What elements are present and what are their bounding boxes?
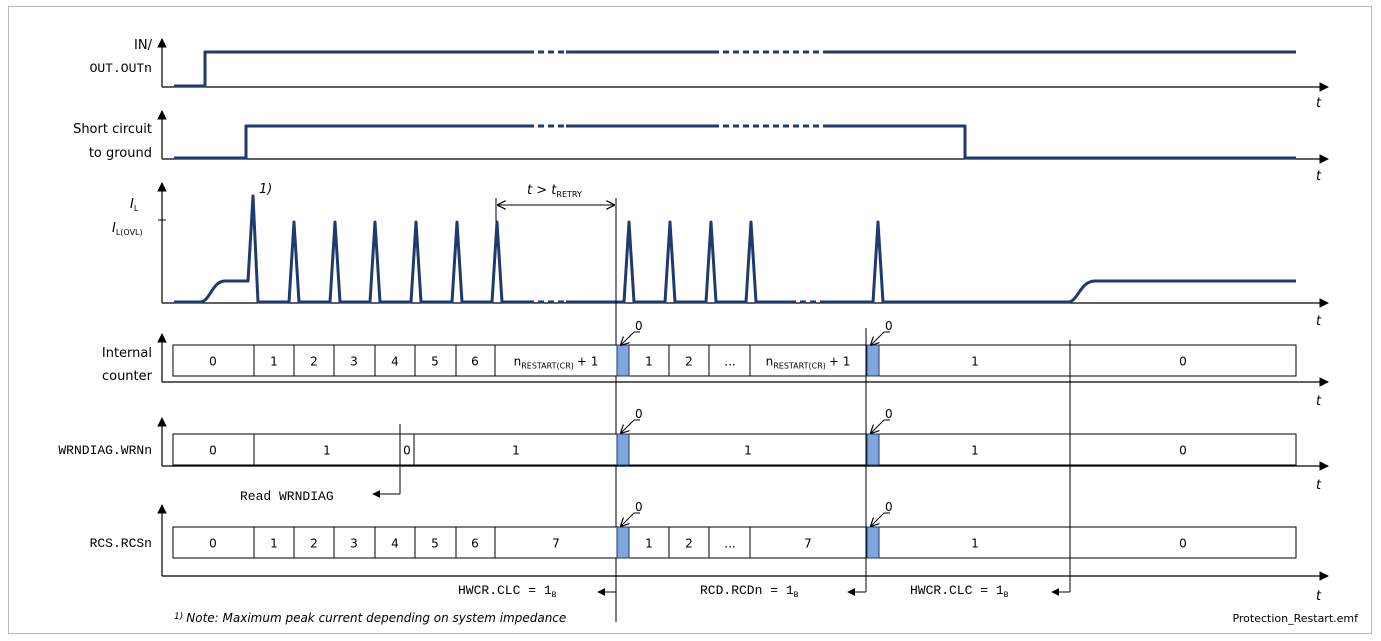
rcs-label: RCS.RCSn (90, 536, 152, 551)
read-wrndiag-label: Read WRNDIAG (240, 489, 334, 504)
cell-value: 0 (209, 537, 217, 551)
t-label: t (1316, 96, 1322, 111)
reset-arrow (621, 419, 635, 433)
diagram-frame (8, 6, 1372, 634)
cell-value: 6 (471, 537, 479, 551)
reset-arrow (871, 419, 885, 433)
rcs-values: 0 1 2 3 4 5 6 7 1 2... 7 1 0 (209, 537, 1187, 551)
reset-zero-label: 0 (635, 500, 643, 514)
short-label-2: to ground (89, 146, 152, 161)
reset-arrow (871, 331, 885, 345)
zero-markers: 0 0 0 0 0 0 (621, 319, 893, 526)
il-label: IL (130, 197, 139, 213)
counter-reset-marker-1 (616, 344, 630, 377)
in-out-label-2: OUT.OUTn (90, 61, 152, 76)
rcs-bar (172, 526, 1297, 559)
cell-value: 1 (270, 537, 278, 551)
cell-value: 2 (310, 355, 318, 369)
cell-value: ... (724, 355, 735, 369)
cell-value: 0 (1179, 444, 1187, 458)
cell-value: 0 (209, 355, 217, 369)
current-signal-3 (823, 220, 1296, 304)
cell-value: 3 (350, 355, 358, 369)
counter-values: 0 1 2 3 4 5 6 nRESTART(CR) + 1 1 2... nRESTART(CR) +… (209, 355, 1187, 371)
cell-value: 0 (1179, 537, 1187, 551)
wrn-reset-marker-1 (616, 433, 630, 466)
t-label: t (1316, 314, 1322, 329)
rcs-reset-marker-2 (866, 526, 880, 559)
cell-value: 0 (1179, 355, 1187, 369)
wrn-bar (172, 433, 1297, 466)
short-signal-3 (823, 124, 1296, 160)
cell-value: 1 (645, 355, 653, 369)
row-in-out: IN/ OUT.OUTn t (90, 38, 1329, 111)
cell-value: 1 (971, 444, 979, 458)
hwcr2-label: HWCR.CLC = 1B (910, 583, 1009, 600)
cell-value: 0 (403, 444, 411, 458)
retry-label: t > tRETRY (527, 183, 582, 199)
cell-value: 7 (552, 537, 560, 551)
cell-value: 2 (685, 355, 693, 369)
cell-value: 2 (310, 537, 318, 551)
rcs-reset-marker-1 (616, 526, 630, 559)
short-signal (174, 124, 528, 160)
in-out-label-1: IN/ (134, 38, 153, 53)
cell-value: 5 (431, 355, 439, 369)
cell-value: 3 (350, 537, 358, 551)
cell-value: 1 (971, 355, 979, 369)
wrn-reset-marker-2 (866, 433, 880, 466)
cell-value: 5 (431, 537, 439, 551)
t-label: t (1316, 394, 1322, 409)
footnote-marker: 1) (259, 182, 272, 197)
row-internal-counter: 0 1 2 3 4 5 6 nRESTART(CR) + 1 1 2... nRESTART(CR) +… (102, 333, 1329, 409)
cell-value: 1 (512, 444, 520, 458)
counter-reset-marker-2 (866, 344, 880, 377)
cell-value: 1 (645, 537, 653, 551)
cell-value: nRESTART(CR) + 1 (766, 355, 851, 371)
cell-value: 1 (744, 444, 752, 458)
reset-arrow (621, 512, 635, 526)
in-out-signal (174, 50, 528, 88)
counter-label-1: Internal (102, 346, 152, 361)
reset-zero-label: 0 (885, 319, 893, 333)
footnote: 1) Note: Maximum peak current depending o… (174, 611, 566, 625)
reset-arrow (621, 331, 635, 345)
reset-zero-label: 0 (635, 319, 643, 333)
filename-label: Protection_Restart.emf (1232, 612, 1359, 625)
cell-value: ... (724, 537, 735, 551)
rcd-label: RCD.RCDn = 1B (700, 583, 799, 600)
row-wrndiag: 0 1 0 1 1 1 0 WRNDIAG.WRNn t (58, 417, 1329, 493)
cell-value: nRESTART(CR) + 1 (514, 355, 599, 371)
row-short-circuit: Short circuit to ground t (73, 110, 1329, 184)
reset-zero-label: 0 (885, 500, 893, 514)
row-rcs: 0 1 2 3 4 5 6 7 1 2... 7 1 0 RCS.RCSn t (90, 504, 1329, 604)
short-label-1: Short circuit (73, 122, 152, 137)
reset-arrow (871, 512, 885, 526)
t-label: t (1316, 589, 1322, 604)
counter-label-2: counter (102, 369, 153, 384)
cell-value: 0 (209, 444, 217, 458)
cell-value: 2 (685, 537, 693, 551)
reset-zero-label: 0 (885, 407, 893, 421)
cell-value: 6 (471, 355, 479, 369)
t-label: t (1316, 478, 1322, 493)
cell-value: 4 (391, 537, 399, 551)
current-signal (174, 194, 528, 304)
t-label: t (1316, 169, 1322, 184)
counter-bar (172, 344, 1297, 377)
cell-value: 7 (804, 537, 812, 551)
cell-value: 4 (391, 355, 399, 369)
hwcr1-label: HWCR.CLC = 1B (458, 583, 557, 600)
cell-value: 1 (270, 355, 278, 369)
ilovl-label: IL(OVL) (112, 221, 143, 237)
cell-value: 1 (971, 537, 979, 551)
wrn-values: 0 1 0 1 1 1 0 (209, 444, 1187, 458)
reset-zero-label: 0 (635, 407, 643, 421)
wrndiag-label: WRNDIAG.WRNn (58, 443, 152, 458)
cell-value: 1 (323, 444, 331, 458)
current-signal-2 (566, 220, 790, 304)
